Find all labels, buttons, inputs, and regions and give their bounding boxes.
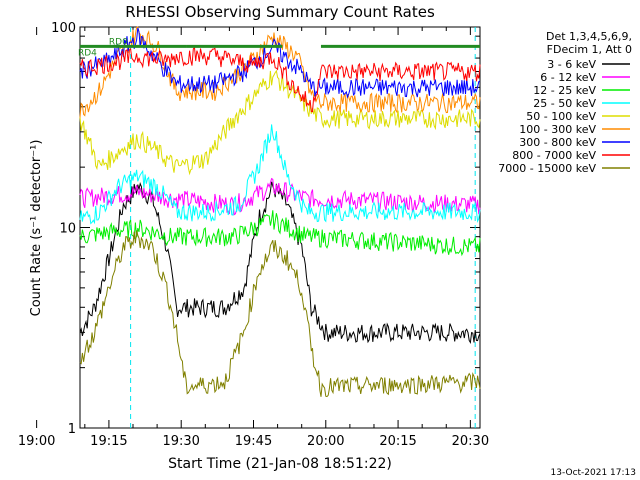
legend-entry: 50 - 100 keV	[526, 110, 596, 123]
x-tick-label: 19:00	[18, 434, 55, 449]
chart-title: RHESSI Observing Summary Count Rates	[125, 3, 435, 21]
y-tick-label: 10	[59, 222, 76, 237]
series-line	[79, 26, 481, 118]
series-line	[79, 210, 481, 257]
legend-entry: 3 - 6 keV	[547, 58, 596, 71]
legend-entry: 6 - 12 keV	[540, 71, 596, 84]
x-tick-label: 20:00	[307, 434, 344, 449]
series-line	[79, 69, 481, 176]
flags-layer: RD4 RD0	[78, 37, 480, 59]
y-axis-label: Count Rate (s⁻¹ detector⁻¹)	[29, 140, 44, 317]
series-layer	[79, 26, 481, 428]
series-line	[79, 46, 481, 113]
series-line	[79, 27, 481, 99]
legend-header: Det 1,3,4,5,6,9,	[546, 30, 632, 43]
x-tick-label: 19:45	[235, 434, 272, 449]
legend-entry: 12 - 25 keV	[533, 84, 596, 97]
legend-entry: 7000 - 15000 keV	[498, 162, 596, 175]
legend-entry: 300 - 800 keV	[519, 136, 596, 149]
x-tick-label: 20:30	[452, 434, 489, 449]
x-tick-label: 19:15	[90, 434, 127, 449]
y-tick-label: 1	[68, 422, 76, 437]
x-tick-label: 19:30	[162, 434, 199, 449]
legend-entry: 800 - 7000 keV	[512, 149, 596, 162]
legend-entry: 25 - 50 keV	[533, 97, 596, 110]
legend-header: FDecim 1, Att 0	[547, 43, 632, 56]
series-line	[79, 177, 481, 216]
flag-label: RD0	[109, 37, 128, 47]
flag-label: RD4	[78, 49, 97, 59]
series-line	[79, 124, 481, 225]
y-axis: 1 10 100	[51, 21, 480, 437]
legend-entry: 100 - 300 keV	[519, 123, 596, 136]
series-line	[79, 230, 481, 398]
y-tick-label: 100	[51, 21, 76, 36]
series-line	[79, 181, 481, 345]
legend: Det 1,3,4,5,6,9,FDecim 1, Att 0 3 - 6 keV…	[498, 30, 632, 175]
x-tick-label: 20:15	[379, 434, 416, 449]
x-axis-label: Start Time (21-Jan-08 18:51:22)	[168, 456, 392, 472]
timestamp: 13-Oct-2021 17:13	[551, 468, 636, 478]
x-axis: 19:00 19:15 19:30 19:45 20:00 20:15 20:30	[18, 27, 489, 449]
